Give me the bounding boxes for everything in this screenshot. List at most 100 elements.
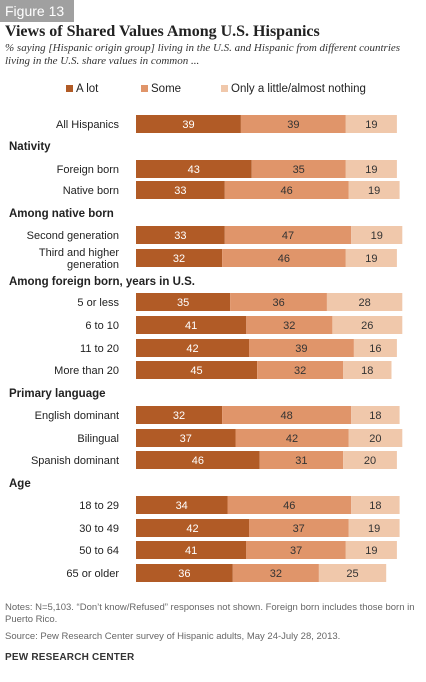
legend-label-a-lot: A lot — [76, 83, 99, 95]
bar-30-to-49-series-1 — [136, 519, 249, 537]
bar-english-dominant-series-2 — [222, 406, 352, 424]
data-label-11-to-20-series-3: 16 — [369, 343, 381, 355]
legend-label-some: Some — [151, 83, 182, 95]
group-header-among-foreign-born-years-in-u-s: Among foreign born, years in U.S. — [9, 276, 195, 288]
bar-native-born-series-2 — [224, 181, 349, 199]
bar-65-or-older-series-1 — [136, 564, 233, 582]
data-label-11-to-20-series-2: 39 — [295, 343, 307, 355]
data-label-all-hispanics-series-1: 39 — [182, 119, 194, 131]
legend-swatch-some — [141, 85, 148, 92]
data-label-foreign-born-series-3: 19 — [365, 164, 377, 176]
bar-spanish-dominant-series-3 — [343, 451, 397, 469]
bar-18-to-29-series-1 — [136, 496, 228, 514]
data-label-5-or-less-series-3: 28 — [358, 297, 370, 309]
group-header-age: Age — [9, 478, 31, 490]
data-label-more-than-20-series-1: 45 — [190, 365, 202, 377]
category-label-native-born: Native born — [63, 185, 119, 197]
bar-second-generation-series-2 — [224, 226, 352, 244]
data-label-spanish-dominant-series-1: 46 — [192, 455, 204, 467]
data-label-foreign-born-series-2: 35 — [293, 164, 305, 176]
bar-65-or-older-series-3 — [318, 564, 387, 582]
bar-native-born-series-1 — [136, 181, 225, 199]
data-label-third-and-higher-generation-series-1: 32 — [173, 253, 185, 265]
bar-third-and-higher-generation-series-2 — [222, 249, 346, 267]
bar-18-to-29-series-3 — [351, 496, 400, 514]
data-label-bilingual-series-3: 20 — [369, 433, 381, 445]
category-label-third-and-higher-generation-line-2: generation — [67, 259, 119, 271]
data-label-second-generation-series-3: 19 — [371, 230, 383, 242]
data-label-english-dominant-series-1: 32 — [173, 410, 185, 422]
data-label-18-to-29-series-3: 18 — [369, 500, 381, 512]
bar-5-or-less-series-2 — [230, 293, 327, 311]
figure-label: Figure 13 — [0, 0, 74, 22]
data-label-native-born-series-2: 46 — [280, 185, 292, 197]
data-label-5-or-less-series-1: 35 — [177, 297, 189, 309]
data-label-65-or-older-series-1: 36 — [178, 568, 190, 580]
category-label-english-dominant: English dominant — [35, 410, 119, 422]
bar-50-to-64-series-3 — [345, 541, 397, 559]
bar-50-to-64-series-2 — [246, 541, 346, 559]
bar-11-to-20-series-1 — [136, 339, 249, 357]
organization-credit: PEW RESEARCH CENTER — [5, 652, 135, 663]
data-label-all-hispanics-series-3: 19 — [365, 119, 377, 131]
bar-foreign-born-series-1 — [136, 160, 252, 178]
data-label-6-to-10-series-2: 32 — [283, 320, 295, 332]
data-label-third-and-higher-generation-series-3: 19 — [365, 253, 377, 265]
bar-all-hispanics-series-3 — [345, 115, 397, 133]
category-label-18-to-29: 18 to 29 — [79, 500, 119, 512]
bar-65-or-older-series-2 — [232, 564, 319, 582]
category-label-bilingual: Bilingual — [77, 433, 119, 445]
data-label-6-to-10-series-1: 41 — [185, 320, 197, 332]
legend-swatch-a-lot — [66, 85, 73, 92]
data-label-native-born-series-3: 19 — [368, 185, 380, 197]
data-label-third-and-higher-generation-series-2: 46 — [278, 253, 290, 265]
category-label-spanish-dominant: Spanish dominant — [31, 455, 119, 467]
bar-5-or-less-series-1 — [136, 293, 231, 311]
data-label-11-to-20-series-1: 42 — [186, 343, 198, 355]
bar-11-to-20-series-2 — [249, 339, 354, 357]
data-label-6-to-10-series-3: 26 — [361, 320, 373, 332]
legend-label-little: Only a little/almost nothing — [231, 83, 366, 95]
data-label-native-born-series-1: 33 — [174, 185, 186, 197]
bar-50-to-64-series-1 — [136, 541, 247, 559]
data-label-65-or-older-series-3: 25 — [346, 568, 358, 580]
category-label-30-to-49: 30 to 49 — [79, 523, 119, 535]
bar-english-dominant-series-1 — [136, 406, 223, 424]
group-header-among-native-born: Among native born — [9, 208, 114, 220]
data-label-5-or-less-series-2: 36 — [272, 297, 284, 309]
category-label-third-and-higher-generation-line-1: Third and higher — [39, 247, 119, 259]
bar-third-and-higher-generation-series-1 — [136, 249, 223, 267]
bar-second-generation-series-1 — [136, 226, 225, 244]
data-label-spanish-dominant-series-2: 31 — [295, 455, 307, 467]
category-label-6-to-10: 6 to 10 — [85, 320, 119, 332]
category-label-11-to-20: 11 to 20 — [80, 343, 119, 355]
data-label-more-than-20-series-3: 18 — [361, 365, 373, 377]
data-label-18-to-29-series-1: 34 — [176, 500, 188, 512]
category-label-foreign-born: Foreign born — [57, 164, 119, 176]
bar-6-to-10-series-1 — [136, 316, 247, 334]
category-label-second-generation: Second generation — [27, 230, 119, 242]
bar-foreign-born-series-2 — [251, 160, 346, 178]
bar-spanish-dominant-series-2 — [259, 451, 344, 469]
bar-5-or-less-series-3 — [327, 293, 403, 311]
bar-18-to-29-series-2 — [227, 496, 352, 514]
category-label-65-or-older: 65 or older — [66, 568, 119, 580]
data-label-second-generation-series-2: 47 — [282, 230, 294, 242]
bar-english-dominant-series-3 — [351, 406, 400, 424]
category-label-more-than-20: More than 20 — [54, 365, 119, 377]
data-label-18-to-29-series-2: 46 — [283, 500, 295, 512]
legend: A lot Some Only a little/almost nothing — [0, 82, 426, 98]
data-label-50-to-64-series-3: 19 — [365, 545, 377, 557]
bar-30-to-49-series-2 — [249, 519, 349, 537]
bar-6-to-10-series-3 — [332, 316, 403, 334]
data-label-50-to-64-series-1: 41 — [185, 545, 197, 557]
chart-title: Views of Shared Values Among U.S. Hispan… — [5, 23, 320, 40]
bar-more-than-20-series-1 — [136, 361, 257, 379]
data-label-english-dominant-series-3: 18 — [369, 410, 381, 422]
category-label-5-or-less: 5 or less — [77, 297, 119, 309]
chart-source: Source: Pew Research Center survey of Hi… — [5, 631, 341, 642]
category-label-all-hispanics: All Hispanics — [56, 119, 119, 131]
bar-second-generation-series-3 — [351, 226, 403, 244]
data-label-30-to-49-series-2: 37 — [293, 523, 305, 535]
data-label-english-dominant-series-2: 48 — [280, 410, 292, 422]
